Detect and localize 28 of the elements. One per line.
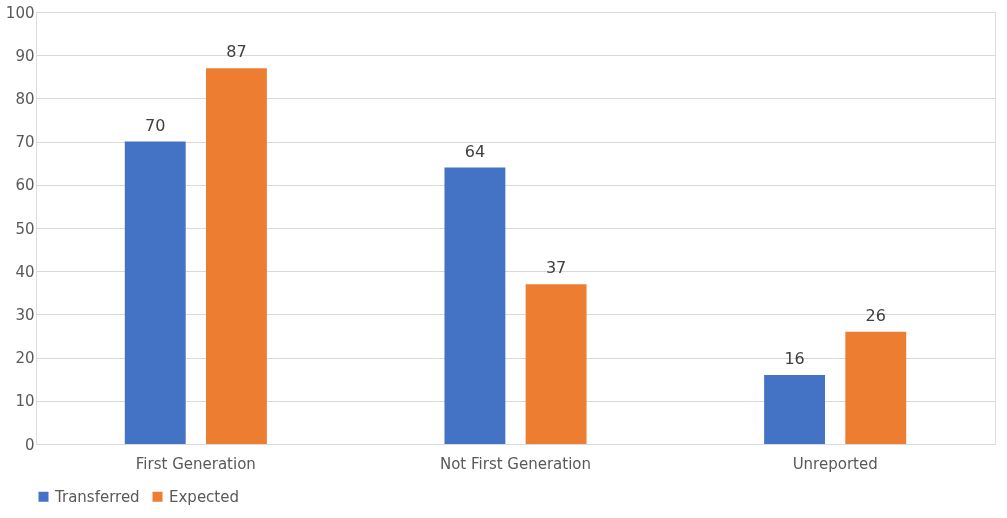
data-label: 64: [464, 141, 486, 161]
data-label: 26: [865, 305, 886, 325]
bar: [845, 331, 907, 444]
y-tick-label: 80: [15, 89, 35, 108]
bar: [444, 167, 506, 444]
y-tick-label: 60: [15, 176, 35, 195]
bar: [205, 68, 267, 444]
y-tick-label: 50: [15, 219, 35, 238]
y-tick-label: 0: [24, 435, 35, 454]
y-tick-label: 30: [15, 305, 35, 324]
x-tick-label: First Generation: [135, 454, 256, 473]
y-tick-label: 10: [15, 392, 35, 411]
y-tick-label: 90: [15, 46, 35, 65]
data-label: 87: [226, 42, 247, 62]
data-label: 70: [145, 115, 166, 135]
y-tick-label: 100: [5, 3, 35, 22]
bar: [525, 284, 587, 444]
y-tick-label: 40: [15, 262, 35, 281]
y-tick-label: 70: [15, 133, 35, 152]
bar: [764, 374, 826, 444]
bar: [124, 141, 186, 444]
data-label: 16: [784, 348, 805, 368]
x-tick-label: Unreported: [792, 454, 878, 473]
x-tick-label: Not First Generation: [439, 454, 592, 473]
y-tick-label: 20: [15, 349, 35, 368]
legend-label: Expected: [169, 487, 239, 506]
data-label: 37: [545, 258, 567, 278]
legend-label: Transferred: [54, 487, 140, 506]
